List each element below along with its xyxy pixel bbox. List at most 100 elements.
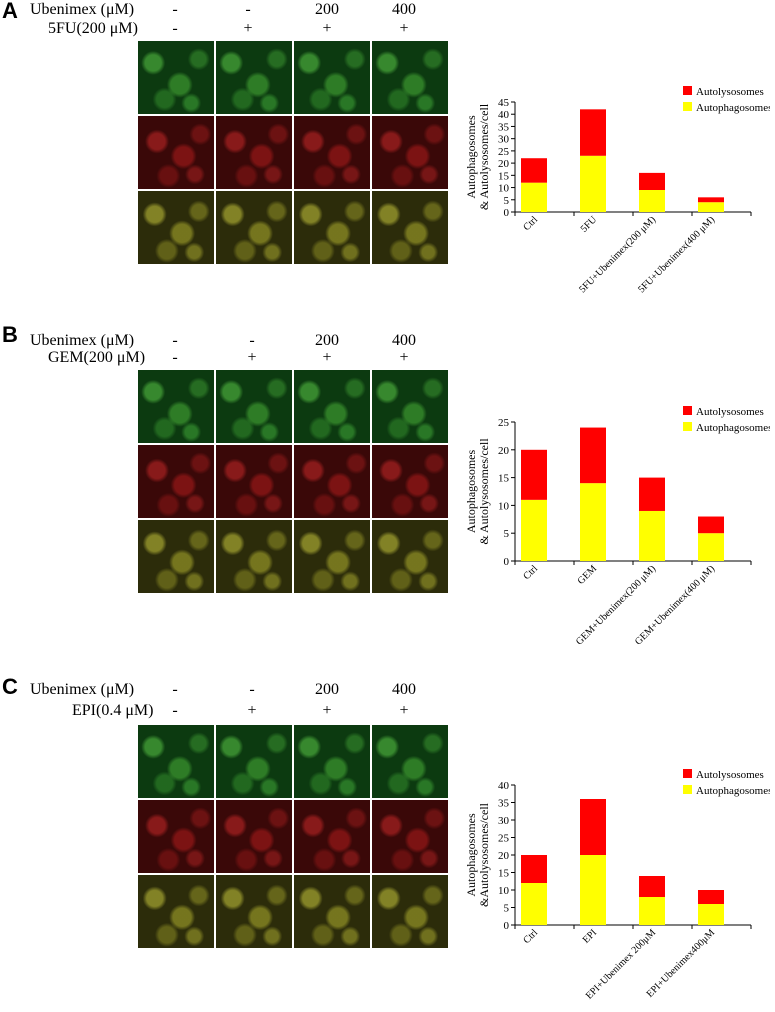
micrograph-grid	[138, 370, 448, 593]
ubenimex-value: -	[245, 1, 251, 18]
bar-autolysosomes-2	[639, 172, 665, 190]
micrograph-green	[138, 725, 214, 798]
y-tick-label: 5	[504, 195, 510, 207]
y-tick-label: 15	[498, 473, 510, 485]
drug-value: -	[172, 702, 178, 719]
y-tick-label: 35	[498, 121, 510, 133]
y-tick-label: 45	[498, 97, 510, 109]
y-tick-label: 40	[498, 780, 510, 792]
micrograph-red	[294, 800, 370, 873]
micrograph-merge	[372, 520, 448, 593]
y-tick-label: 0	[504, 920, 510, 932]
bar-autolysosomes-0	[521, 855, 547, 883]
micrograph-merge	[294, 520, 370, 593]
bar-autophagosomes-3	[698, 904, 724, 925]
ubenimex-value: 200	[315, 1, 339, 18]
y-tick-label: 5	[504, 903, 510, 915]
y-tick-label: 0	[504, 556, 510, 568]
micrograph-green	[216, 370, 292, 443]
drug-value: -	[172, 20, 178, 37]
bar-autophagosomes-0	[521, 883, 547, 925]
micrograph-merge	[138, 875, 214, 948]
drug-value: +	[322, 702, 332, 719]
bar-autolysosomes-1	[580, 109, 606, 156]
legend-label: Autolysosomes	[696, 86, 764, 98]
bar-autophagosomes-1	[580, 155, 606, 212]
y-axis-label: & Autolysosomes/cell	[477, 438, 491, 545]
y-axis-label: &Autolysosomes/cell	[477, 802, 491, 907]
bar-autophagosomes-1	[580, 483, 606, 561]
bar-autolysosomes-1	[580, 427, 606, 484]
drug-value: +	[322, 20, 332, 37]
bar-autophagosomes-3	[698, 202, 724, 212]
bar-autophagosomes-0	[521, 182, 547, 212]
micrograph-merge	[216, 875, 292, 948]
ubenimex-value: -	[249, 681, 255, 698]
micrograph-grid	[138, 725, 448, 948]
drug-label: 5FU(200 μM)	[48, 20, 138, 37]
legend-label: Autolysosomes	[696, 769, 764, 781]
legend-label: Autophagosomes	[696, 102, 770, 114]
ubenimex-value: 200	[315, 332, 339, 349]
micrograph-red	[294, 445, 370, 518]
micrograph-merge	[294, 875, 370, 948]
y-tick-label: 30	[498, 134, 510, 146]
drug-value: +	[322, 349, 332, 366]
panel-letter: A	[2, 0, 18, 23]
drug-value: +	[247, 702, 257, 719]
y-axis-label: Autophagosomes	[464, 813, 478, 897]
bar-autophagosomes-3	[698, 533, 724, 561]
y-tick-label: 5	[504, 528, 510, 540]
bar-autolysosomes-1	[580, 799, 606, 855]
y-tick-label: 20	[498, 850, 510, 862]
micrograph-green	[216, 41, 292, 114]
micrograph-green	[294, 370, 370, 443]
micrograph-merge	[216, 520, 292, 593]
micrograph-red	[294, 116, 370, 189]
drug-value: +	[243, 20, 253, 37]
panel-letter: C	[2, 674, 18, 699]
ubenimex-label: Ubenimex (μM)	[30, 1, 135, 18]
drug-label: EPI(0.4 μM)	[72, 702, 154, 719]
y-tick-label: 15	[498, 170, 510, 182]
drug-value: +	[399, 349, 409, 366]
y-tick-label: 0	[504, 207, 510, 219]
legend-swatch	[683, 785, 692, 794]
micrograph-green	[372, 370, 448, 443]
legend-label: Autophagosomes	[696, 422, 770, 434]
micrograph-green	[138, 370, 214, 443]
legend-label: Autolysosomes	[696, 406, 764, 418]
micrograph-green	[372, 725, 448, 798]
bar-autophagosomes-2	[639, 510, 665, 561]
micrograph-red	[216, 116, 292, 189]
drug-value: +	[399, 20, 409, 37]
bar-autolysosomes-2	[639, 876, 665, 897]
micrograph-merge	[294, 191, 370, 264]
ubenimex-label: Ubenimex (μM)	[30, 681, 135, 698]
legend-swatch	[683, 86, 692, 95]
bar-autolysosomes-3	[698, 197, 724, 203]
ubenimex-value: -	[249, 332, 255, 349]
x-tick-label: EPI	[581, 927, 599, 945]
drug-label: GEM(200 μM)	[48, 349, 146, 366]
micrograph-green	[372, 41, 448, 114]
micrograph-red	[216, 445, 292, 518]
ubenimex-label: Ubenimex (μM)	[30, 332, 135, 349]
micrograph-merge	[138, 191, 214, 264]
micrograph-green	[216, 725, 292, 798]
micrograph-merge	[216, 191, 292, 264]
ubenimex-value: -	[172, 332, 178, 349]
bar-autolysosomes-0	[521, 158, 547, 183]
ubenimex-value: 200	[315, 681, 339, 698]
ubenimex-value: 400	[392, 681, 416, 698]
y-tick-label: 30	[498, 815, 510, 827]
x-tick-label: 5FU	[579, 214, 600, 235]
bar-autolysosomes-3	[698, 890, 724, 904]
y-tick-label: 10	[498, 885, 510, 897]
ubenimex-value: -	[172, 681, 178, 698]
y-tick-label: 25	[498, 833, 510, 845]
y-tick-label: 25	[498, 417, 510, 429]
bar-autolysosomes-0	[521, 449, 547, 500]
